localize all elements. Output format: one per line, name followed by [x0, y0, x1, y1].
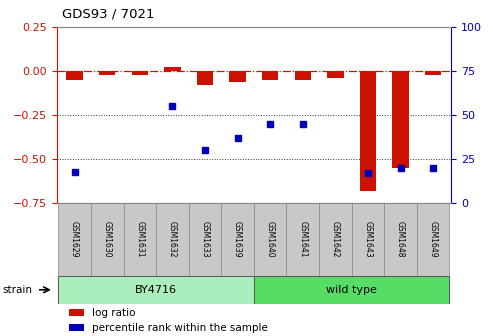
Bar: [319, 203, 352, 276]
Text: GSM1639: GSM1639: [233, 221, 242, 258]
Text: GSM1640: GSM1640: [266, 221, 275, 258]
Bar: [229, 71, 246, 82]
Bar: [254, 276, 450, 304]
Bar: [58, 276, 254, 304]
Bar: [286, 203, 319, 276]
Bar: [189, 203, 221, 276]
Bar: [425, 71, 441, 75]
Text: GDS93 / 7021: GDS93 / 7021: [62, 7, 154, 20]
Bar: [58, 203, 91, 276]
Bar: [132, 71, 148, 75]
Bar: [360, 71, 376, 191]
Text: GSM1642: GSM1642: [331, 221, 340, 258]
Bar: [417, 203, 450, 276]
Bar: [221, 203, 254, 276]
Bar: [384, 203, 417, 276]
Bar: [327, 71, 344, 78]
Bar: [392, 71, 409, 168]
Text: BY4716: BY4716: [135, 285, 177, 295]
Bar: [254, 203, 286, 276]
Text: GSM1641: GSM1641: [298, 221, 307, 258]
Text: GSM1630: GSM1630: [103, 221, 112, 258]
Bar: [197, 71, 213, 85]
Bar: [69, 324, 84, 331]
Bar: [124, 203, 156, 276]
Text: strain: strain: [2, 285, 33, 295]
Bar: [262, 71, 279, 80]
Bar: [67, 71, 83, 80]
Bar: [91, 203, 124, 276]
Text: GSM1649: GSM1649: [429, 221, 438, 258]
Text: GSM1632: GSM1632: [168, 221, 177, 258]
Bar: [99, 71, 115, 75]
Text: GSM1631: GSM1631: [135, 221, 144, 258]
Text: GSM1629: GSM1629: [70, 221, 79, 258]
Bar: [156, 203, 189, 276]
Text: GSM1633: GSM1633: [201, 221, 210, 258]
Bar: [295, 71, 311, 80]
Text: GSM1648: GSM1648: [396, 221, 405, 258]
Text: GSM1643: GSM1643: [363, 221, 373, 258]
Bar: [352, 203, 384, 276]
Text: percentile rank within the sample: percentile rank within the sample: [92, 323, 268, 333]
Text: wild type: wild type: [326, 285, 377, 295]
Bar: [69, 308, 84, 316]
Text: log ratio: log ratio: [92, 307, 136, 318]
Bar: [164, 68, 180, 71]
